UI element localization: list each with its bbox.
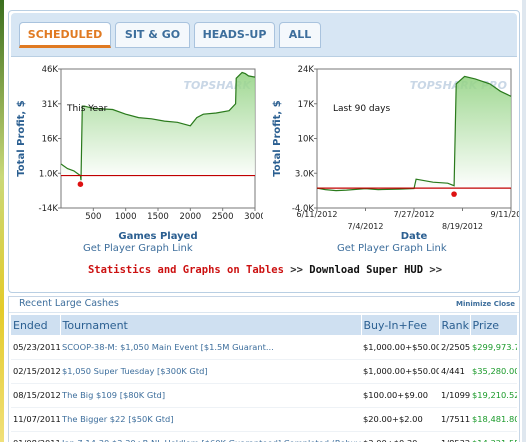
cell-rank: 1/1099 [439, 383, 470, 408]
tab-scheduled[interactable]: SCHEDULED [19, 22, 111, 48]
x-tick-label: 2500 [212, 212, 234, 222]
cashes-table: Ended Tournament Buy-In+Fee Rank Prize 0… [11, 315, 518, 442]
statistics-graphs-link[interactable]: Statistics and Graphs on Tables [87, 264, 284, 276]
y-tick-label: 3.0K [295, 169, 315, 179]
watermark-logo: TOPSHARK [183, 79, 252, 92]
cell-ended: 02/15/2012 [11, 359, 60, 384]
cell-tournament[interactable]: Jan 7 14:30 $3.30+R NL Hold'em [$60K Gua… [60, 431, 361, 442]
promo-bar: Statistics and Graphs on Tables >> Downl… [9, 264, 521, 276]
table-row[interactable]: 08/15/2012 The Big $109 [$80K Gtd] $100.… [11, 383, 517, 408]
tab-all[interactable]: ALL [279, 22, 321, 48]
y-tick-label: 16K [42, 135, 59, 145]
cell-tournament[interactable]: The Bigger $22 [$50K Gtd] [60, 407, 361, 432]
cell-tournament[interactable]: $1,050 Super Tuesday [$300K Gtd] [60, 359, 361, 384]
minimum-marker-point [77, 181, 84, 187]
cell-ended: 05/23/2011 [11, 335, 60, 360]
col-rank[interactable]: Rank [439, 315, 471, 335]
cell-buyin: $1,000.00+$50.00 [361, 335, 439, 360]
chart-last-90-days-svg: TOPSHARK PRO24K17K10K3.0K-4.0K6/11/20127… [272, 65, 519, 242]
x-tick-label: 500 [85, 212, 101, 222]
cell-tournament[interactable]: The Big $109 [$80K Gtd] [60, 383, 361, 408]
cell-ended: 11/07/2011 [11, 407, 60, 432]
y-tick-label: -4.0K [292, 204, 315, 214]
download-super-hud-link[interactable]: Download Super HUD [309, 264, 424, 276]
table-row[interactable]: 05/23/2011 SCOOP-38-M: $1,050 Main Event… [11, 335, 517, 360]
y-tick-label: 31K [42, 100, 59, 110]
cell-buyin: $1,000.00+$50.00 [361, 359, 439, 384]
table-row[interactable]: 11/07/2011 The Bigger $22 [$50K Gtd] $20… [11, 407, 517, 432]
tab-heads-up[interactable]: HEADS-UP [194, 22, 275, 48]
chart-annotation: This Year [66, 104, 108, 114]
cell-prize: $299,973.75 [470, 335, 517, 360]
cell-rank: 1/7511 [439, 407, 470, 432]
series-line [60, 71, 256, 181]
col-prize[interactable]: Prize [470, 315, 518, 335]
x-tick-label: 7/4/2012 [348, 222, 384, 231]
y-tick-label: 46K [42, 65, 59, 75]
x-tick-label: 8/19/2012 [442, 222, 483, 231]
cashes-title: Recent Large Cashes [19, 298, 119, 309]
cell-rank: 1/8532 [439, 431, 470, 442]
series-area [317, 76, 511, 191]
cell-buyin: $3.00+$0.30 [361, 431, 439, 442]
x-tick-label: 7/27/2012 [393, 210, 434, 219]
chart-this-year-svg: TOPSHARK 46K 31K 16K 1.0K -14K 500 1000 1500 2000… [16, 65, 263, 242]
profit-chart-this-year: TOPSHARK 46K 31K 16K 1.0K -14K 500 1000 1500 2000… [11, 59, 263, 244]
y-tick-label: 1.0K [39, 169, 59, 179]
tab-bar: SCHEDULED SIT & GO HEADS-UP ALL [11, 13, 517, 57]
cell-ended: 08/15/2012 [11, 383, 60, 408]
x-tick-label: 6/11/2012 [296, 210, 337, 219]
cashes-header: Recent Large Cashes Minimize Close [9, 297, 519, 313]
chart-annotation: Last 90 days [333, 104, 390, 114]
col-ended[interactable]: Ended [11, 315, 61, 335]
col-buyin-fee[interactable]: Buy-In+Fee [361, 315, 440, 335]
x-axis-label: Games Played [118, 231, 197, 242]
get-player-graph-link-right[interactable]: Get Player Graph Link [337, 243, 447, 254]
minimize-close-button[interactable]: Minimize Close [456, 300, 515, 308]
x-tick-label: 9/11/2012 [490, 210, 519, 219]
promo-separator: >> [290, 264, 303, 276]
cashes-header-row: Ended Tournament Buy-In+Fee Rank Prize [11, 315, 518, 335]
tab-sit-go[interactable]: SIT & GO [115, 22, 190, 48]
left-edge-strip [0, 0, 4, 442]
x-axis-label: Date [401, 231, 428, 242]
x-tick-label: 3000 [244, 212, 263, 222]
cell-rank: 2/2505 [439, 335, 470, 360]
cell-buyin: $100.00+$9.00 [361, 383, 439, 408]
right-edge-strip [522, 0, 526, 442]
cell-rank: 4/441 [439, 359, 470, 384]
y-tick-label: 17K [298, 100, 315, 110]
col-tournament[interactable]: Tournament [60, 315, 362, 335]
x-tick-label: 1000 [115, 212, 137, 222]
cell-tournament[interactable]: SCOOP-38-M: $1,050 Main Event [$1.5M Gua… [60, 335, 361, 360]
recent-large-cashes-panel: Recent Large Cashes Minimize Close Ended… [8, 296, 520, 442]
graph-panel: SCHEDULED SIT & GO HEADS-UP ALL TOPSHARK… [8, 10, 520, 293]
table-row[interactable]: 01/08/2011 Jan 7 14:30 $3.30+R NL Hold'e… [11, 431, 517, 442]
series-line [316, 75, 512, 192]
x-tick-label: 1500 [147, 212, 169, 222]
x-tick-label: 2000 [180, 212, 202, 222]
cell-prize: $19,210.52 [470, 383, 517, 408]
y-tick-label: 24K [298, 65, 315, 75]
cell-prize: $14,321.55 [470, 431, 517, 442]
minimum-marker-point [451, 191, 457, 197]
cell-ended: 01/08/2011 [11, 431, 60, 442]
y-tick-label: -14K [39, 204, 59, 214]
cell-prize: $35,280.00 [470, 359, 517, 384]
profit-chart-last-90-days: TOPSHARK PRO24K17K10K3.0K-4.0K6/11/20127… [267, 59, 519, 244]
cell-buyin: $20.00+$2.00 [361, 407, 439, 432]
promo-arrows: >> [429, 264, 443, 276]
cell-prize: $18,481.80 [470, 407, 517, 432]
series-area [61, 72, 255, 181]
y-axis-label: Total Profit, $ [16, 100, 27, 176]
table-row[interactable]: 02/15/2012 $1,050 Super Tuesday [$300K G… [11, 359, 517, 384]
y-axis-label: Total Profit, $ [272, 100, 283, 176]
y-tick-label: 10K [298, 135, 315, 145]
get-player-graph-link-left[interactable]: Get Player Graph Link [83, 243, 193, 254]
